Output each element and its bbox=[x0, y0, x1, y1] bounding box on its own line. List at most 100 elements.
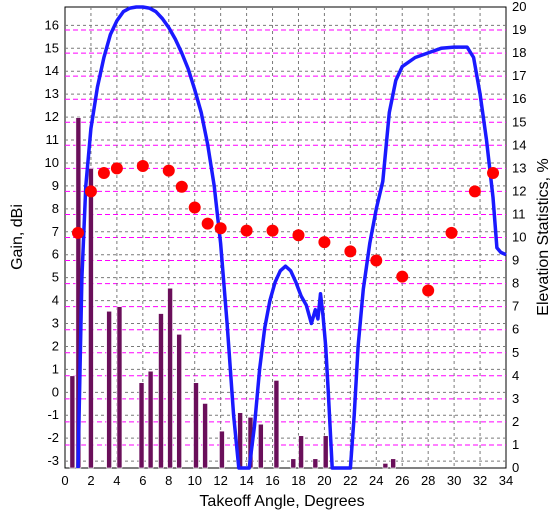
elevation-dot bbox=[214, 222, 227, 235]
elevation-bar bbox=[273, 380, 280, 469]
y2-tick-label: 5 bbox=[512, 345, 519, 360]
gain-line bbox=[76, 5, 507, 470]
x-tick-label: 14 bbox=[239, 473, 253, 488]
elevation-dots bbox=[71, 160, 500, 297]
elevation-dot bbox=[162, 164, 175, 177]
y2-tick-label: 10 bbox=[512, 230, 526, 245]
elevation-dot bbox=[266, 224, 279, 237]
y2-tick-label: 3 bbox=[512, 391, 519, 406]
elevation-bars bbox=[69, 117, 396, 469]
y-axis-title: Gain, dBi bbox=[9, 204, 26, 270]
y-tick-label: 9 bbox=[52, 178, 59, 193]
elevation-dot bbox=[468, 185, 481, 198]
y2-tick-label: 1 bbox=[512, 437, 519, 452]
elevation-bar bbox=[322, 435, 329, 469]
y-tick-label: -2 bbox=[47, 430, 59, 445]
y2-tick-label: 17 bbox=[512, 68, 526, 83]
elevation-bar bbox=[116, 306, 123, 469]
x-tick-label: 34 bbox=[499, 473, 513, 488]
x-tick-label: 24 bbox=[369, 473, 383, 488]
elevation-bar bbox=[290, 458, 297, 469]
elevation-dot bbox=[136, 160, 149, 173]
y-tick-label: 5 bbox=[52, 270, 59, 285]
y-tick-label: -3 bbox=[47, 453, 59, 468]
y2-tick-label: 7 bbox=[512, 299, 519, 314]
y2-tick-label: 14 bbox=[512, 137, 526, 152]
elevation-bar bbox=[382, 463, 389, 469]
elevation-bar bbox=[390, 458, 396, 469]
y-tick-label: 1 bbox=[52, 361, 59, 376]
elevation-bar bbox=[258, 423, 264, 469]
y2-tick-label: 4 bbox=[512, 368, 519, 383]
x-tick-label: 10 bbox=[187, 473, 201, 488]
y-tick-label: 4 bbox=[52, 293, 59, 308]
x-tick-label: 0 bbox=[61, 473, 68, 488]
y-tick-label: 8 bbox=[52, 201, 59, 216]
y2-tick-label: 0 bbox=[512, 460, 519, 475]
elevation-bar bbox=[69, 375, 76, 469]
y2-tick-label: 12 bbox=[512, 183, 526, 198]
y2-tick-label: 11 bbox=[512, 206, 526, 221]
elevation-bar bbox=[158, 313, 164, 469]
elevation-dot bbox=[240, 224, 253, 237]
y2-tick-label: 20 bbox=[512, 0, 526, 14]
elevation-dot bbox=[292, 229, 305, 242]
elevation-bar bbox=[88, 168, 94, 469]
elevation-dot bbox=[318, 236, 331, 249]
y2-tick-label: 8 bbox=[512, 276, 519, 291]
elevation-bar bbox=[298, 435, 304, 469]
y-tick-label: 11 bbox=[46, 132, 60, 147]
y-tick-label: 3 bbox=[52, 316, 59, 331]
elevation-bar bbox=[219, 430, 225, 469]
x-tick-label: 8 bbox=[165, 473, 172, 488]
elevation-dot bbox=[71, 226, 84, 239]
elevation-dot bbox=[84, 185, 97, 198]
x-tick-labels: 0 2 4 6 8 10 12 14 16 18 20 22 24 26 28 30 32 34 bbox=[61, 473, 513, 488]
y-tick-label: 2 bbox=[52, 338, 59, 353]
y2-tick-label: 9 bbox=[512, 253, 519, 268]
elevation-dot bbox=[110, 162, 123, 175]
x-tick-label: 18 bbox=[291, 473, 305, 488]
x-tick-label: 22 bbox=[343, 473, 357, 488]
x-tick-label: 32 bbox=[473, 473, 487, 488]
x-tick-label: 30 bbox=[447, 473, 461, 488]
elevation-bar bbox=[193, 382, 199, 469]
y-tick-label: 10 bbox=[45, 155, 59, 170]
y-tick-label: 15 bbox=[45, 40, 59, 55]
y2-tick-label: 18 bbox=[512, 45, 526, 60]
elevation-bar bbox=[176, 334, 182, 469]
y2-tick-label: 19 bbox=[512, 22, 526, 37]
elevation-bar bbox=[312, 458, 319, 469]
elevation-dot bbox=[445, 226, 458, 239]
elevation-bar bbox=[202, 403, 208, 469]
x-axis-title: Takeoff Angle, Degrees bbox=[199, 493, 364, 510]
x-tick-label: 2 bbox=[87, 473, 94, 488]
y-tick-label: 7 bbox=[52, 224, 59, 239]
elevation-bar bbox=[106, 310, 112, 469]
elevation-bar bbox=[167, 287, 173, 469]
elevation-dot bbox=[97, 166, 110, 179]
y-tick-label: 13 bbox=[45, 86, 59, 101]
elevation-dot bbox=[487, 166, 500, 179]
elevation-dot bbox=[188, 201, 201, 214]
y2-tick-label: 15 bbox=[512, 114, 526, 129]
elevation-dot bbox=[344, 245, 357, 258]
x-tick-label: 6 bbox=[139, 473, 146, 488]
y-tick-label: 16 bbox=[45, 17, 59, 32]
elevation-bar bbox=[138, 382, 145, 469]
y-tick-label: 14 bbox=[45, 63, 59, 78]
elevation-dot bbox=[422, 284, 435, 297]
x-tick-label: 28 bbox=[421, 473, 435, 488]
y-tick-label: 12 bbox=[45, 109, 59, 124]
y-tick-label: -1 bbox=[47, 407, 59, 422]
elevation-bar bbox=[147, 370, 154, 469]
x-tick-label: 20 bbox=[317, 473, 331, 488]
elevation-dot bbox=[396, 270, 409, 283]
y2-tick-label: 16 bbox=[512, 91, 526, 106]
elevation-dot bbox=[175, 180, 188, 193]
y2-tick-label: 2 bbox=[512, 414, 519, 429]
x-tick-label: 16 bbox=[265, 473, 279, 488]
